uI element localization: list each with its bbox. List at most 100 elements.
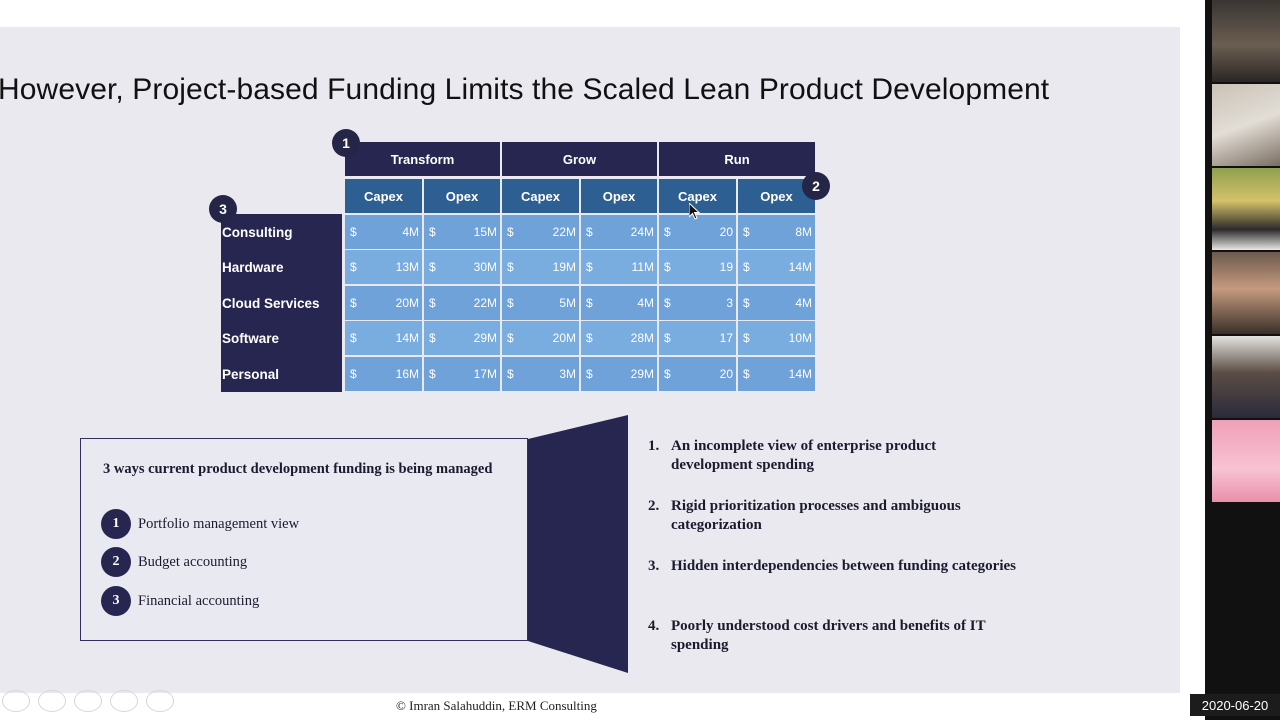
cell-amount: 5M — [559, 296, 576, 310]
currency-symbol: $ — [664, 225, 671, 239]
cell-amount: 8M — [795, 225, 812, 239]
cell-amount: 4M — [795, 296, 812, 310]
cell-amount: 4M — [402, 225, 419, 239]
badge-1: 1 — [332, 129, 360, 157]
currency-symbol: $ — [586, 367, 593, 381]
table-cell: $16M — [345, 357, 422, 391]
reason-text: Poorly understood cost drivers and benef… — [671, 618, 986, 653]
reason-number: 2. — [648, 498, 660, 514]
participant-video[interactable] — [1212, 168, 1280, 250]
way-item: 1 Portfolio management view — [101, 509, 299, 539]
currency-symbol: $ — [664, 260, 671, 274]
table-cell: $19 — [659, 250, 736, 284]
currency-symbol: $ — [350, 367, 357, 381]
table-cell: $20M — [502, 321, 579, 355]
subheader-capex: Capex — [345, 179, 422, 213]
more-icon[interactable] — [146, 690, 174, 712]
participant-video[interactable] — [1212, 336, 1280, 418]
reason-item: 3. Hidden interdependencies between fund… — [648, 557, 1018, 597]
cell-amount: 29M — [630, 367, 654, 381]
participant-video[interactable] — [1212, 84, 1280, 166]
table-cell: $5M — [502, 286, 579, 320]
table-cell: $8M — [738, 215, 815, 249]
currency-symbol: $ — [350, 296, 357, 310]
row-label-cloud-services: Cloud Services — [222, 295, 320, 311]
currency-symbol: $ — [664, 296, 671, 310]
way-label: Budget accounting — [138, 553, 248, 570]
currency-symbol: $ — [586, 331, 593, 345]
table-cell: $20M — [345, 286, 422, 320]
slides-icon[interactable] — [74, 690, 102, 712]
table-cell: $14M — [738, 250, 815, 284]
table-cell: $3 — [659, 286, 736, 320]
funding-ways-box: 3 ways current product development fundi… — [80, 438, 528, 641]
currency-symbol: $ — [350, 225, 357, 239]
participant-video[interactable] — [1212, 420, 1280, 502]
table-cell: $13M — [345, 250, 422, 284]
table-cell: $17M — [424, 357, 500, 391]
participant-video[interactable] — [1212, 0, 1280, 82]
currency-symbol: $ — [743, 225, 750, 239]
reason-item: 4. Poorly understood cost drivers and be… — [648, 617, 1018, 657]
currency-symbol: $ — [350, 331, 357, 345]
table-cell: $22M — [502, 215, 579, 249]
subheader-opex: Opex — [424, 179, 500, 213]
cell-amount: 3M — [559, 367, 576, 381]
cell-amount: 16M — [395, 367, 419, 381]
currency-symbol: $ — [350, 260, 357, 274]
reason-number: 3. — [648, 558, 660, 574]
table-cell: $3M — [502, 357, 579, 391]
table-cell: $29M — [581, 357, 657, 391]
cell-amount: 30M — [473, 260, 497, 274]
currency-symbol: $ — [743, 296, 750, 310]
table-cell: $10M — [738, 321, 815, 355]
currency-symbol: $ — [586, 260, 593, 274]
menu-icon[interactable] — [110, 690, 138, 712]
table-cell: $17 — [659, 321, 736, 355]
table-cell: $14M — [345, 321, 422, 355]
pen-icon[interactable] — [2, 690, 30, 712]
cell-amount: 28M — [630, 331, 654, 345]
reason-text: Rigid prioritization processes and ambig… — [671, 498, 961, 533]
currency-symbol: $ — [664, 367, 671, 381]
cell-amount: 4M — [637, 296, 654, 310]
table-cell: $4M — [738, 286, 815, 320]
cell-amount: 24M — [630, 225, 654, 239]
ways-title: 3 ways current product development fundi… — [103, 461, 493, 477]
currency-symbol: $ — [743, 260, 750, 274]
cell-amount: 14M — [395, 331, 419, 345]
subheader-capex: Capex — [502, 179, 579, 213]
reason-item: 1. An incomplete view of enterprise prod… — [648, 437, 1018, 477]
header-run: Run — [659, 142, 815, 176]
badge-2: 2 — [802, 172, 830, 200]
cell-amount: 14M — [788, 260, 812, 274]
table-cell: $19M — [502, 250, 579, 284]
presentation-slide: However, Project-based Funding Limits th… — [0, 27, 1180, 693]
currency-symbol: $ — [586, 296, 593, 310]
way-item: 3 Financial accounting — [101, 586, 259, 616]
cell-amount: 19M — [552, 260, 576, 274]
table-cell: $4M — [345, 215, 422, 249]
participant-video[interactable] — [1212, 252, 1280, 334]
cell-amount: 17 — [719, 331, 733, 345]
zoom-icon[interactable] — [38, 690, 66, 712]
subheader-capex: Capex — [659, 179, 736, 213]
table-cell: $15M — [424, 215, 500, 249]
currency-symbol: $ — [586, 225, 593, 239]
header-transform: Transform — [345, 142, 500, 176]
table-cell: $22M — [424, 286, 500, 320]
table-cell: $24M — [581, 215, 657, 249]
currency-symbol: $ — [507, 225, 514, 239]
cell-amount: 13M — [395, 260, 419, 274]
number-badge: 2 — [101, 547, 131, 577]
reason-text: An incomplete view of enterprise product… — [671, 438, 937, 473]
cell-amount: 10M — [788, 331, 812, 345]
currency-symbol: $ — [429, 296, 436, 310]
meeting-toolbar — [2, 690, 174, 714]
currency-symbol: $ — [743, 367, 750, 381]
row-label-software: Software — [222, 330, 280, 346]
cell-amount: 11M — [631, 260, 654, 274]
currency-symbol: $ — [429, 225, 436, 239]
cell-amount: 29M — [473, 331, 497, 345]
cell-amount: 19 — [719, 260, 733, 274]
